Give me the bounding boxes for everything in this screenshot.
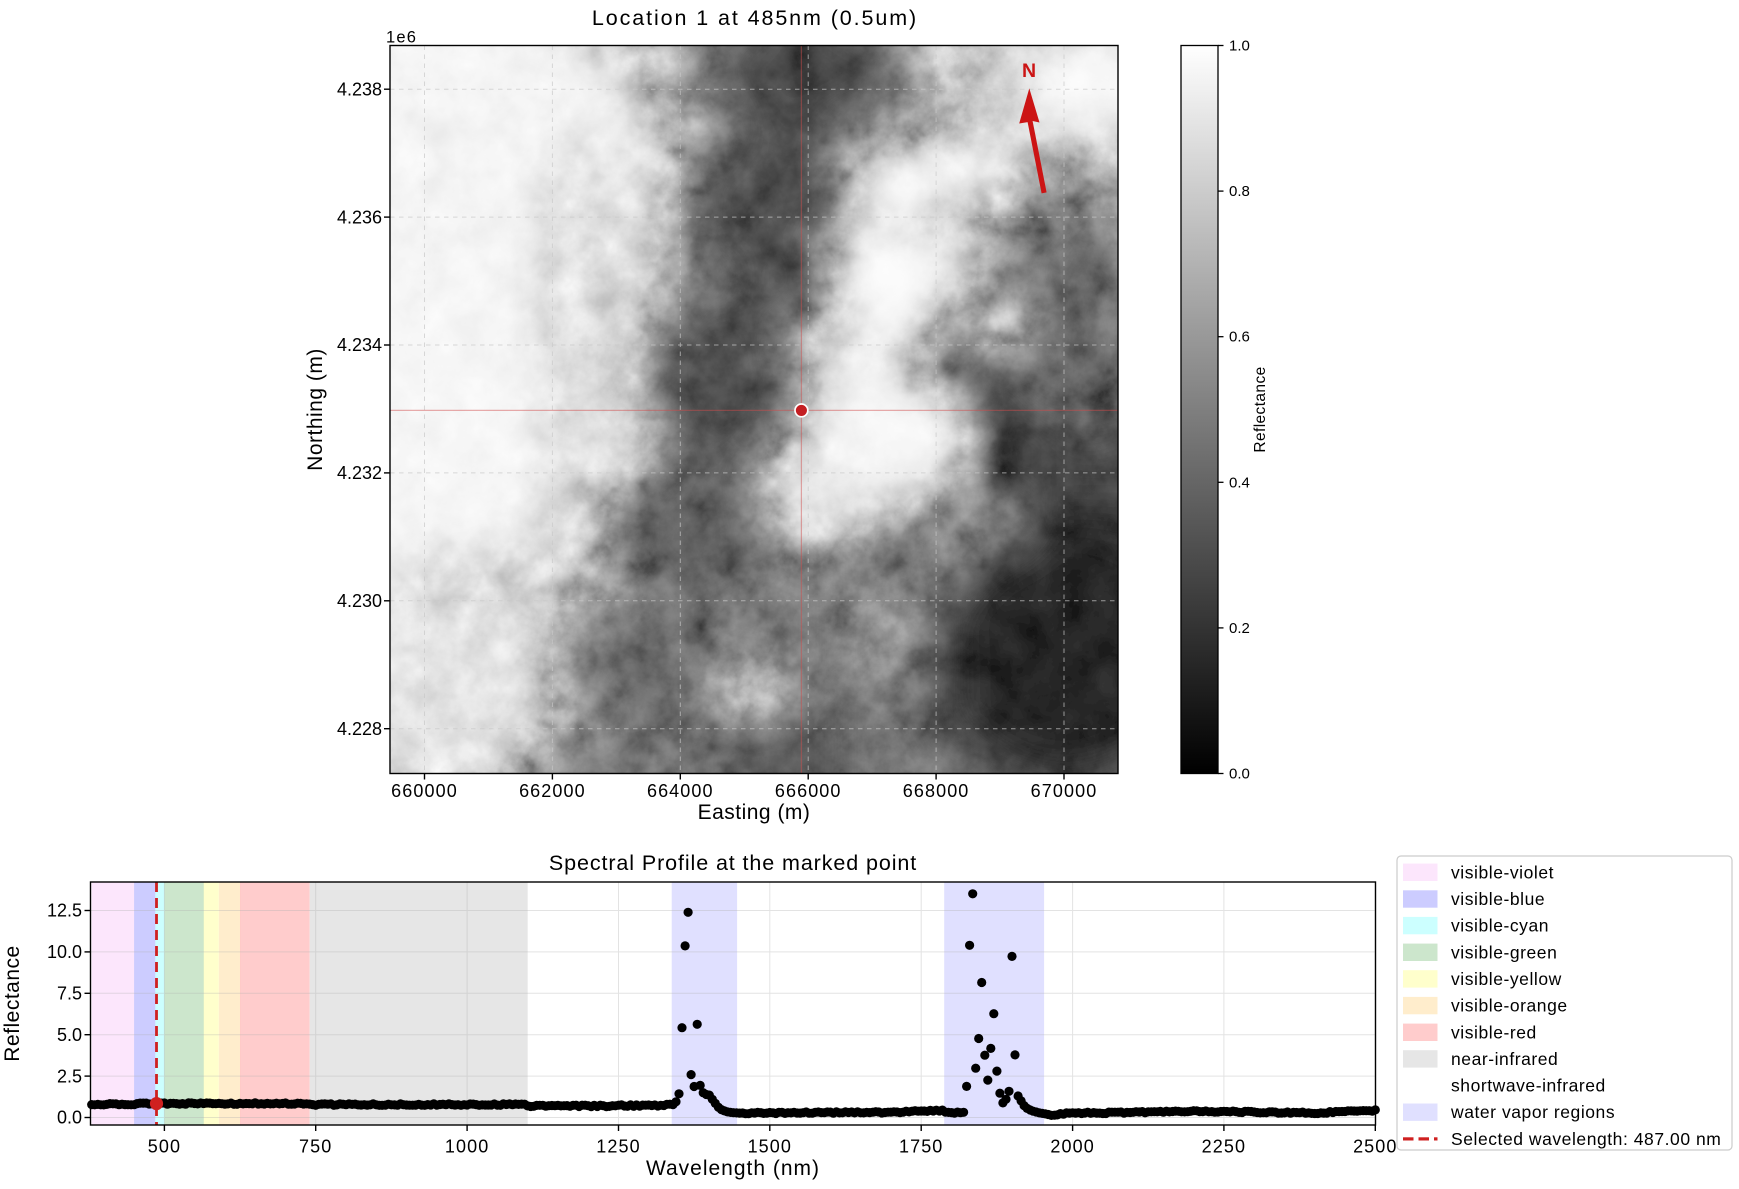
svg-text:2500: 2500 <box>1353 1137 1397 1157</box>
svg-text:N: N <box>1022 60 1036 82</box>
svg-text:Easting (m): Easting (m) <box>698 801 811 824</box>
svg-text:10.0: 10.0 <box>47 942 82 962</box>
svg-text:visible-green: visible-green <box>1451 942 1557 962</box>
svg-text:near-infrared: near-infrared <box>1451 1049 1558 1069</box>
svg-text:4.232: 4.232 <box>337 463 382 483</box>
svg-text:Wavelength (nm): Wavelength (nm) <box>646 1157 820 1180</box>
svg-text:4.230: 4.230 <box>337 591 382 611</box>
svg-text:660000: 660000 <box>391 781 458 801</box>
svg-text:670000: 670000 <box>1031 781 1098 801</box>
svg-text:2000: 2000 <box>1050 1137 1094 1157</box>
svg-text:4.238: 4.238 <box>337 79 382 99</box>
svg-text:662000: 662000 <box>519 781 586 801</box>
svg-text:1750: 1750 <box>899 1137 943 1157</box>
svg-text:0.2: 0.2 <box>1229 620 1250 637</box>
svg-text:4.234: 4.234 <box>337 335 382 355</box>
svg-text:0.0: 0.0 <box>57 1108 82 1128</box>
svg-text:1000: 1000 <box>445 1137 489 1157</box>
svg-text:2.5: 2.5 <box>57 1066 82 1086</box>
svg-text:4.236: 4.236 <box>337 207 382 227</box>
svg-text:12.5: 12.5 <box>47 901 82 921</box>
svg-text:1.0: 1.0 <box>1229 38 1250 55</box>
svg-text:500: 500 <box>148 1137 181 1157</box>
svg-text:750: 750 <box>299 1137 332 1157</box>
svg-text:1e6: 1e6 <box>386 29 417 47</box>
svg-text:1250: 1250 <box>596 1137 640 1157</box>
svg-text:0.6: 0.6 <box>1229 329 1250 346</box>
svg-text:668000: 668000 <box>903 781 970 801</box>
svg-text:5.0: 5.0 <box>57 1025 82 1045</box>
svg-text:Selected wavelength: 487.00 nm: Selected wavelength: 487.00 nm <box>1451 1129 1721 1149</box>
svg-text:2250: 2250 <box>1202 1137 1246 1157</box>
svg-text:visible-yellow: visible-yellow <box>1451 969 1562 989</box>
svg-text:visible-violet: visible-violet <box>1451 862 1554 882</box>
svg-text:4.228: 4.228 <box>337 719 382 739</box>
svg-text:visible-cyan: visible-cyan <box>1451 916 1549 936</box>
svg-text:666000: 666000 <box>775 781 842 801</box>
svg-text:Reflectance: Reflectance <box>1 945 24 1061</box>
svg-text:shortwave-infrared: shortwave-infrared <box>1451 1076 1606 1096</box>
svg-text:Northing (m): Northing (m) <box>304 348 327 471</box>
svg-text:visible-red: visible-red <box>1451 1022 1537 1042</box>
svg-text:Spectral Profile at the marked: Spectral Profile at the marked point <box>549 851 917 875</box>
svg-text:Location 1 at 485nm (0.5um): Location 1 at 485nm (0.5um) <box>592 6 918 30</box>
svg-text:0.0: 0.0 <box>1229 766 1250 783</box>
svg-text:visible-orange: visible-orange <box>1451 996 1568 1016</box>
svg-text:0.4: 0.4 <box>1229 474 1250 491</box>
svg-text:Reflectance: Reflectance <box>1252 366 1269 452</box>
svg-text:0.8: 0.8 <box>1229 183 1250 200</box>
svg-text:7.5: 7.5 <box>57 984 82 1004</box>
svg-text:water vapor regions: water vapor regions <box>1450 1102 1615 1122</box>
svg-text:664000: 664000 <box>647 781 714 801</box>
svg-text:1500: 1500 <box>748 1137 792 1157</box>
svg-text:visible-blue: visible-blue <box>1451 889 1545 909</box>
